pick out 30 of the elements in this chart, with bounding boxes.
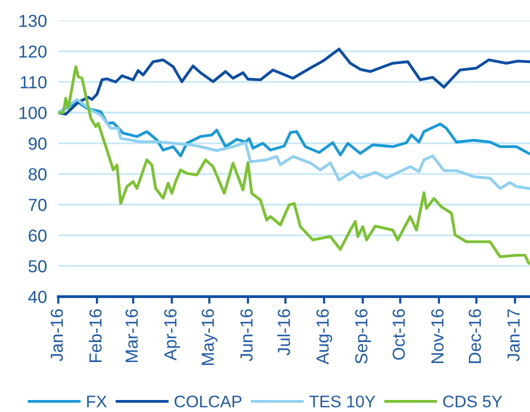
x-tick-label: Apr-16 <box>164 309 180 361</box>
y-tick-label: 110 <box>20 76 47 88</box>
legend-label: TES 10Y <box>309 396 376 408</box>
x-tick-label: Oct-16 <box>392 309 405 360</box>
y-tick-label: 50 <box>28 260 47 272</box>
y-tick-label: 80 <box>28 168 47 180</box>
x-tick-label: Jan-16 <box>50 309 63 362</box>
legend-label: FX <box>87 396 107 408</box>
y-tick-label: 90 <box>28 137 47 150</box>
line-series <box>58 48 530 116</box>
y-tick-label: 40 <box>28 290 47 304</box>
y-tick-label: 130 <box>20 14 47 28</box>
x-tick-label: May-16 <box>202 309 218 365</box>
x-tick-label: Mar-16 <box>126 309 138 362</box>
legend-label: CDS 5Y <box>443 396 502 408</box>
x-tick-label: Dec-16 <box>468 309 481 363</box>
line-series <box>58 98 530 190</box>
x-tick-label: Jan-17 <box>508 309 520 362</box>
x-tick-label: Jun-16 <box>240 309 253 362</box>
x-tick-label: Jul-16 <box>277 309 290 356</box>
y-tick-label: 120 <box>20 45 47 58</box>
legend-label: COLCAP <box>174 396 242 408</box>
x-tick-label: Sep-16 <box>355 309 371 364</box>
x-tick-label: Aug-16 <box>316 309 332 364</box>
y-tick-label: 70 <box>28 198 47 212</box>
x-tick-label: Feb-16 <box>88 309 102 362</box>
y-tick-label: 60 <box>28 229 47 242</box>
y-tick-label: 100 <box>20 106 47 120</box>
line-series <box>58 65 530 265</box>
x-tick-label: Nov-16 <box>431 309 444 363</box>
